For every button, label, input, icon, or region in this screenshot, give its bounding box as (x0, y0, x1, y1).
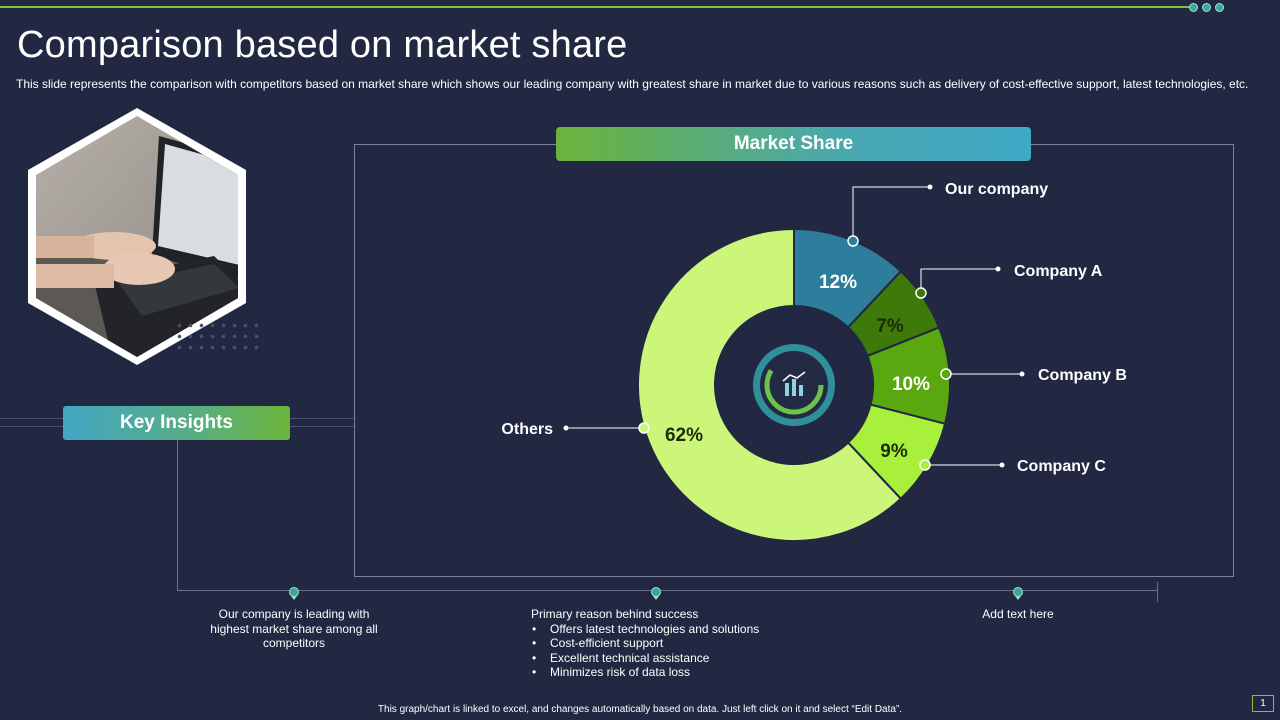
data-label: 10% (892, 374, 930, 395)
callout-line (920, 268, 998, 293)
top-dots-decoration (1189, 3, 1224, 12)
insight-2-bullets: Offers latest technologies and solutions… (531, 622, 811, 680)
legend-label: Company B (1038, 367, 1127, 384)
callout-anchor-dot (847, 235, 859, 247)
callout-anchor-dot (940, 368, 952, 380)
data-label: 62% (665, 425, 703, 446)
timeline-end-tick (1157, 582, 1158, 602)
insight-2-heading: Primary reason behind success (531, 607, 699, 621)
legend-label: Company A (1014, 263, 1103, 280)
data-label: 9% (880, 441, 908, 462)
page-number: 1 (1252, 695, 1274, 712)
insight-1-text: Our company is leading with highest mark… (210, 607, 378, 650)
chart-header: Market Share (556, 127, 1031, 161)
center-icon-trend (782, 371, 806, 382)
callout-anchor-dot (919, 459, 931, 471)
bar-chart-gauge-icon (764, 355, 824, 415)
center-icon-bar (785, 383, 789, 396)
dot-grid-decoration (174, 320, 266, 356)
bullet-item: Offers latest technologies and solutions (531, 622, 811, 637)
legend-label: Company C (1017, 458, 1106, 475)
timeline-marker (1013, 587, 1023, 600)
data-label: 12% (819, 272, 857, 293)
key-insights-label: Key Insights (63, 406, 290, 440)
center-icon-bar (792, 379, 796, 396)
timeline-line (177, 590, 1158, 591)
center-icon-bar (799, 385, 803, 396)
legend-label: Others (501, 421, 553, 438)
callout-end-dot (927, 184, 933, 190)
insight-3-text: Add text here (982, 607, 1054, 621)
callout-end-dot (995, 266, 1001, 272)
timeline-marker (651, 587, 661, 600)
insight-2: Primary reason behind success Offers lat… (531, 607, 811, 680)
slide-subtitle: This slide represents the comparison wit… (16, 77, 1249, 91)
callout-end-dot (563, 425, 569, 431)
timeline-connector (177, 440, 178, 591)
bullet-item: Excellent technical assistance (531, 651, 811, 666)
callout-anchor-dot (915, 287, 927, 299)
top-accent-line (0, 6, 1190, 8)
callout-line (852, 186, 930, 241)
callout-anchor-dot (638, 422, 650, 434)
callout-end-dot (999, 462, 1005, 468)
slide-title: Comparison based on market share (17, 24, 628, 66)
bullet-item: Minimizes risk of data loss (531, 665, 811, 680)
legend-label: Our company (945, 181, 1048, 198)
data-label: 7% (876, 316, 904, 337)
bullet-item: Cost-efficient support (531, 636, 811, 651)
callout-end-dot (1019, 371, 1025, 377)
timeline-marker (289, 587, 299, 600)
footer-note: This graph/chart is linked to excel, and… (377, 704, 903, 715)
donut-slice-others (637, 227, 903, 542)
